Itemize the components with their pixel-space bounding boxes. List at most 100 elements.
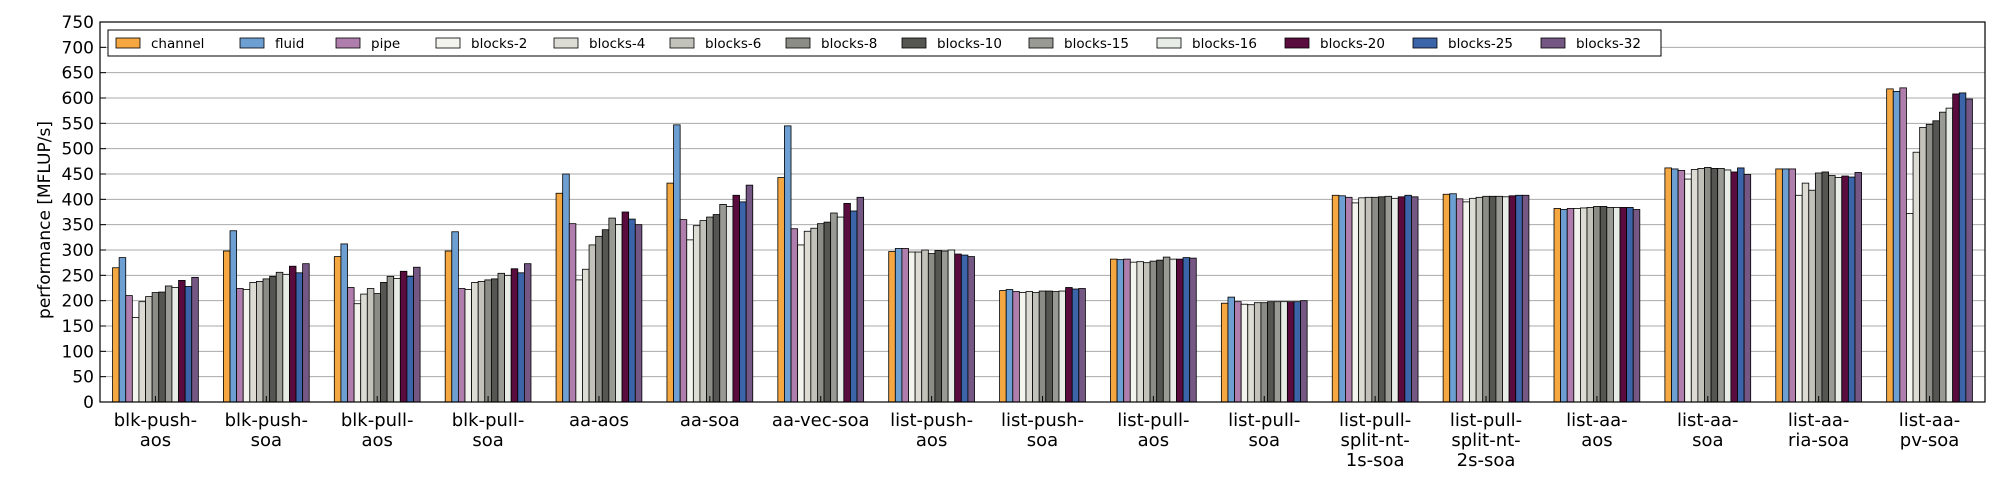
- bar-blocks-8: [1371, 196, 1379, 403]
- bar-blocks-4: [1690, 169, 1699, 403]
- bar-blocks-32: [745, 184, 754, 403]
- bar-blocks-20: [289, 265, 297, 403]
- bar-blocks-16: [504, 274, 512, 403]
- bar-blocks-15: [830, 212, 838, 403]
- bar-blocks-6: [1919, 126, 1927, 403]
- bar-blocks-2: [1240, 303, 1249, 403]
- bar-blocks-4: [1247, 304, 1255, 403]
- bar-blocks-2: [131, 316, 140, 403]
- bar-blocks-25: [1404, 194, 1412, 403]
- x-tick-label: list-aa-ria-soa: [1788, 410, 1850, 451]
- bar-blocks-16: [1169, 258, 1177, 403]
- y-axis-ticks: 0 50 100 150 200 250 300 350 400 450 500 550 600 650 7…: [62, 13, 106, 413]
- plot-frame: [99, 21, 1986, 403]
- bar-blocks-32: [191, 276, 199, 403]
- bar-blocks-20: [1286, 301, 1295, 403]
- bar-fluid: [451, 231, 459, 403]
- y-tick-label: 500: [62, 140, 94, 160]
- legend-swatch-blocks-32: [1540, 37, 1566, 49]
- bar-blocks-4: [582, 268, 590, 403]
- x-tick-label: list-push-soa: [1001, 410, 1084, 451]
- legend-swatch-blocks-15: [1028, 37, 1054, 49]
- y-tick-label: 200: [62, 292, 94, 312]
- bar-blocks-8: [1149, 260, 1158, 403]
- legend: channel fluid pipe blocks-2 blocks-4 blocks-6…: [107, 29, 1662, 57]
- y-tick-label: 750: [62, 13, 94, 33]
- bar-blocks-2: [353, 303, 362, 403]
- bar-blocks-4: [138, 301, 146, 403]
- bar-blocks-32: [634, 224, 643, 403]
- bar-blocks-25: [184, 286, 193, 403]
- bar-blocks-10: [934, 250, 942, 403]
- bar-pipe: [1455, 198, 1464, 403]
- bar-blocks-20: [1508, 195, 1517, 403]
- bar-blocks-25: [1515, 194, 1523, 403]
- bar-blocks-8: [1704, 167, 1712, 403]
- x-tick-label: list-aa-soa: [1677, 410, 1739, 451]
- y-tick-label: 700: [62, 38, 94, 58]
- bar-pipe: [790, 228, 799, 403]
- bar-blocks-4: [1912, 151, 1921, 403]
- bar-pipe: [1345, 196, 1353, 403]
- legend-label-blocks-8: blocks-8: [821, 36, 877, 52]
- bar-blocks-10: [1045, 290, 1053, 403]
- bar-channel: [1220, 302, 1229, 403]
- bar-blocks-10: [1156, 259, 1164, 403]
- bar-blocks-20: [178, 279, 186, 403]
- y-tick-label: 650: [62, 64, 94, 84]
- bar-fluid: [1781, 168, 1790, 403]
- bar-channel: [1442, 193, 1451, 403]
- y-tick-label: 300: [62, 241, 94, 261]
- legend-label-blocks-2: blocks-2: [471, 36, 527, 52]
- x-axis-labels: blk-push-aos blk-push-soa blk-pull-aos blk-…: [114, 396, 1960, 471]
- bar-blocks-32: [1521, 194, 1530, 403]
- bar-blocks-8: [1925, 123, 1934, 403]
- bar-blocks-15: [608, 217, 616, 403]
- bar-blocks-6: [1475, 196, 1484, 403]
- bar-blocks-20: [732, 194, 740, 403]
- bar-blocks-20: [843, 202, 851, 403]
- y-tick-label: 250: [62, 266, 94, 286]
- bar-blocks-2: [686, 239, 694, 403]
- bar-blocks-25: [850, 210, 858, 403]
- legend-label-fluid: fluid: [275, 36, 304, 52]
- legend-label-blocks-6: blocks-6: [705, 36, 761, 52]
- bar-blocks-8: [706, 216, 714, 403]
- bar-blocks-25: [739, 201, 747, 403]
- bar-blocks-4: [1580, 207, 1588, 403]
- bar-fluid: [673, 124, 681, 403]
- bar-blocks-25: [1071, 288, 1080, 403]
- bar-blocks-20: [399, 270, 408, 403]
- bar-blocks-6: [477, 281, 486, 403]
- bar-blocks-2: [1906, 213, 1914, 403]
- bar-blocks-15: [386, 275, 395, 403]
- bar-blocks-6: [1364, 196, 1373, 403]
- bar-pipe: [1566, 208, 1575, 403]
- bar-channel: [555, 192, 564, 403]
- bar-blocks-25: [295, 272, 304, 403]
- y-tick-label: 600: [62, 89, 94, 109]
- bar-pipe: [1677, 170, 1686, 403]
- bar-blocks-4: [1358, 197, 1366, 403]
- bar-channel: [1886, 88, 1894, 403]
- legend-label-pipe: pipe: [371, 36, 400, 52]
- bar-fluid: [118, 257, 127, 403]
- bar-blocks-10: [1710, 168, 1719, 403]
- y-tick-label: 50: [72, 368, 94, 388]
- bar-blocks-2: [1462, 201, 1470, 403]
- x-tick-label: list-pull-aos: [1117, 410, 1189, 451]
- bar-blocks-15: [1052, 291, 1060, 403]
- x-tick-label: list-push-aos: [890, 410, 973, 451]
- bar-blocks-6: [588, 244, 597, 403]
- bar-blocks-2: [242, 289, 251, 403]
- bar-blocks-2: [1795, 194, 1803, 403]
- x-tick-label: list-pull-split-nt-1s-soa: [1339, 410, 1411, 471]
- bar-channel: [112, 267, 120, 403]
- y-tick-label: 0: [83, 393, 94, 413]
- bar-blocks-32: [302, 263, 310, 403]
- bar-blocks-25: [1847, 176, 1856, 403]
- bar-blocks-15: [1939, 111, 1947, 403]
- x-tick-label: aa-aos: [569, 410, 629, 431]
- bar-blocks-6: [256, 281, 264, 403]
